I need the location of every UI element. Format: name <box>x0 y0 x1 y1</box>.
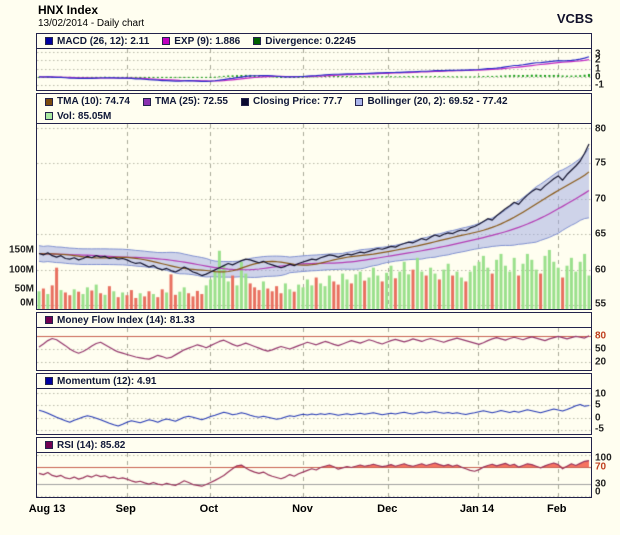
mfi-panel: Money Flow Index (14): 81.33 <box>36 312 592 371</box>
price-ytick-75: 75 <box>595 157 607 169</box>
mfi-chart-canvas <box>37 328 591 370</box>
brand-logo: VCBS <box>556 11 593 26</box>
price-legend-row-2: Vol: 85.05M <box>37 109 591 124</box>
macd-legend: MACD (26, 12): 2.11 EXP (9): 1.886 Diver… <box>37 34 591 49</box>
price-ytick-60: 60 <box>595 264 607 276</box>
macd-legend-label: MACD (26, 12): 2.11 <box>57 35 150 47</box>
x-axis: Aug 13 Sep Oct Nov Dec Jan 14 Feb <box>0 503 620 519</box>
x-axis-label-oct: Oct <box>199 503 219 515</box>
momentum-ytick--5: -5 <box>595 423 604 435</box>
rsi-panel: RSI (14): 85.82 <box>36 437 592 498</box>
x-axis-label-jan-14: Jan 14 <box>459 503 495 515</box>
momentum-panel: Momentum (12): 4.91 <box>36 373 592 435</box>
price-ytick-65: 65 <box>595 228 607 240</box>
mfi-swatch <box>45 316 53 324</box>
momentum-legend: Momentum (12): 4.91 <box>37 374 591 389</box>
momentum-swatch <box>45 377 53 385</box>
mfi-ytick-20: 20 <box>595 356 607 368</box>
legend-item-volume: Vol: 85.05M <box>45 110 111 123</box>
momentum-ytick-0: 0 <box>595 412 601 424</box>
rsi-ytick-30: 30 <box>595 478 607 490</box>
legend-item-exp: EXP (9): 1.886 <box>162 35 240 48</box>
rsi-ytick-70: 70 <box>595 461 607 473</box>
tma10-swatch <box>45 97 53 106</box>
divergence-swatch <box>253 37 262 45</box>
volume-tick-0: 0M <box>20 297 34 309</box>
legend-item-divergence: Divergence: 0.2245 <box>253 35 356 48</box>
rsi-ytick-100: 100 <box>595 452 612 464</box>
macd-chart-canvas <box>37 49 591 90</box>
tma25-swatch <box>142 97 151 106</box>
tma10-legend-label: TMA (10): 74.74 <box>57 96 130 107</box>
rsi-swatch <box>45 441 53 449</box>
legend-item-mfi: Money Flow Index (14): 81.33 <box>45 314 195 327</box>
mfi-ytick-50: 50 <box>595 343 607 355</box>
macd-ytick-1: 1 <box>595 63 601 75</box>
divergence-legend-label: Divergence: 0.2245 <box>265 35 356 47</box>
rsi-legend: RSI (14): 85.82 <box>37 438 591 453</box>
legend-item-bollinger: Bollinger (20, 2): 69.52 - 77.42 <box>355 95 508 108</box>
mfi-legend: Money Flow Index (14): 81.33 <box>37 313 591 328</box>
price-panel: TMA (10): 74.74 TMA (25): 72.55 Closing … <box>36 93 592 310</box>
exp-legend-label: EXP (9): 1.886 <box>174 35 241 47</box>
price-ytick-70: 70 <box>595 193 607 205</box>
momentum-ytick-5: 5 <box>595 399 601 411</box>
price-legend-row-1: TMA (10): 74.74 TMA (25): 72.55 Closing … <box>37 94 591 109</box>
bollinger-legend-label: Bollinger (20, 2): 69.52 - 77.42 <box>367 96 508 107</box>
legend-item-closing-price: Closing Price: 77.7 <box>240 95 343 108</box>
macd-ytick-3: 3 <box>595 48 601 60</box>
x-axis-label-aug-13: Aug 13 <box>28 503 66 515</box>
volume-swatch <box>45 112 53 120</box>
momentum-ytick-10: 10 <box>595 388 607 400</box>
page-title: HNX Index <box>38 3 99 17</box>
exp-swatch <box>162 37 171 45</box>
closing-price-legend-label: Closing Price: 77.7 <box>252 96 343 107</box>
volume-tick-100: 100M <box>8 264 34 276</box>
rsi-ytick-0: 0 <box>595 486 601 498</box>
bollinger-swatch <box>355 97 364 106</box>
volume-tick-50: 50M <box>14 283 34 295</box>
price-ytick-80: 80 <box>595 123 607 135</box>
legend-item-rsi: RSI (14): 85.82 <box>45 439 125 452</box>
closing-price-swatch <box>240 97 249 106</box>
macd-panel: MACD (26, 12): 2.11 EXP (9): 1.886 Diver… <box>36 33 592 91</box>
volume-legend-label: Vol: 85.05M <box>57 110 112 122</box>
legend-item-tma10: TMA (10): 74.74 <box>45 95 130 108</box>
tma25-legend-label: TMA (25): 72.55 <box>154 96 228 107</box>
momentum-chart-canvas <box>37 389 591 434</box>
macd-swatch <box>45 37 53 45</box>
macd-ytick-0: 0 <box>595 71 601 83</box>
legend-item-momentum: Momentum (12): 4.91 <box>45 375 156 388</box>
x-axis-label-dec: Dec <box>377 503 398 515</box>
macd-ytick--1: -1 <box>595 79 604 91</box>
mfi-legend-label: Money Flow Index (14): 81.33 <box>57 314 195 326</box>
rsi-legend-label: RSI (14): 85.82 <box>57 439 126 451</box>
price-chart-canvas <box>37 124 591 309</box>
legend-item-tma25: TMA (25): 72.55 <box>142 95 228 108</box>
chart-subtitle: 13/02/2014 - Daily chart <box>38 18 145 29</box>
volume-tick-150: 150M <box>8 244 34 256</box>
price-ytick-55: 55 <box>595 298 607 310</box>
momentum-legend-label: Momentum (12): 4.91 <box>57 375 157 387</box>
x-axis-label-feb: Feb <box>546 503 567 515</box>
rsi-chart-canvas <box>37 453 591 497</box>
macd-ytick-2: 2 <box>595 54 601 66</box>
x-axis-label-sep: Sep <box>115 503 136 515</box>
legend-item-macd: MACD (26, 12): 2.11 <box>45 35 149 48</box>
mfi-ytick-80: 80 <box>595 330 607 342</box>
x-axis-label-nov: Nov <box>292 503 313 515</box>
